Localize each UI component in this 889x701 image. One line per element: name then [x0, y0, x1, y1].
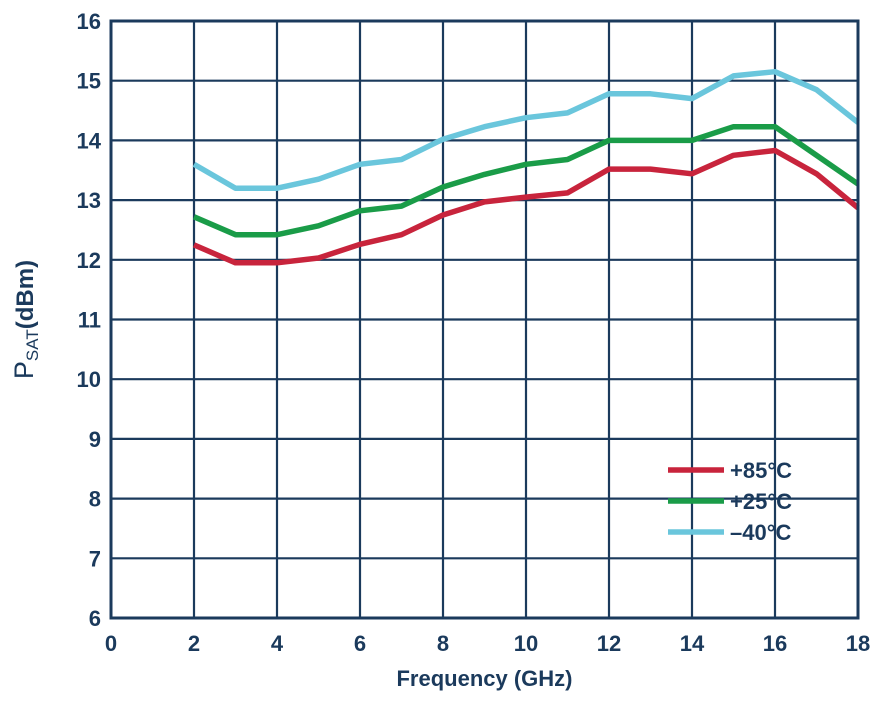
y-axis-title-subscript: SAT [23, 329, 42, 361]
x-tick-label: 2 [188, 631, 200, 656]
x-tick-label: 14 [680, 631, 705, 656]
axis-labels: Frequency (GHz) PSAT(dBm) [9, 260, 573, 691]
y-tick-label: 13 [77, 188, 101, 213]
series-layer [192, 68, 860, 266]
legend-label-2: –40°C [730, 520, 792, 545]
x-tick-label: 16 [763, 631, 787, 656]
x-tick-label: 12 [597, 631, 621, 656]
y-tick-label: 14 [77, 128, 102, 153]
plot-frame [109, 19, 860, 620]
x-tick-label: 0 [105, 631, 117, 656]
y-tick-label: 6 [89, 606, 101, 631]
y-tick-label: 10 [77, 367, 101, 392]
x-axis-title: Frequency (GHz) [396, 666, 572, 691]
x-tick-label: 10 [514, 631, 538, 656]
y-axis-title-main: P [9, 361, 39, 379]
y-tick-label: 7 [89, 546, 101, 571]
x-tick-label: 18 [846, 631, 870, 656]
y-tick-label: 8 [89, 487, 101, 512]
legend: +85°C +25°C –40°C [668, 458, 792, 545]
tick-labels: 0 2 4 6 8 10 12 14 16 18 6 7 8 9 10 11 12 13 14 15 16 [77, 9, 871, 656]
series-line-2 [192, 68, 860, 191]
y-tick-label: 16 [77, 9, 101, 34]
y-axis-title-unit: (dBm) [12, 260, 39, 329]
y-axis-title: PSAT(dBm) [9, 260, 42, 379]
x-tick-label: 4 [271, 631, 284, 656]
y-tick-label: 12 [77, 248, 101, 273]
y-tick-label: 15 [77, 69, 101, 94]
x-tick-label: 8 [437, 631, 449, 656]
x-tick-label: 6 [354, 631, 366, 656]
plot-border [109, 19, 860, 620]
series-line-1 [192, 123, 860, 238]
legend-label-0: +85°C [730, 458, 792, 483]
y-tick-label: 9 [89, 427, 101, 452]
y-tick-label: 11 [78, 308, 101, 333]
legend-label-1: +25°C [730, 489, 792, 514]
series-line-0 [192, 147, 860, 266]
